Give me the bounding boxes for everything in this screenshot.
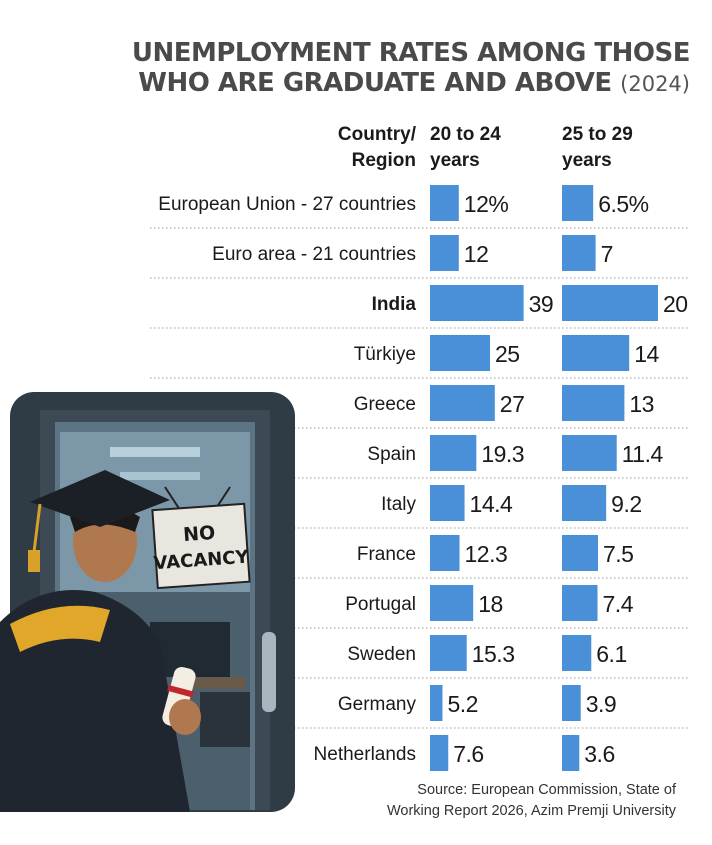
bar-20-24 [430,485,465,521]
bar-20-24 [430,185,459,221]
value-20-24: 12 [464,241,489,267]
bar-25-29 [562,735,580,771]
bar-20-24 [430,435,477,471]
country-label: Greece [354,394,416,415]
header-country-line-1: Country/ [337,124,416,145]
bar-25-29 [562,485,607,521]
source-line-2: Working Report 2026, Azim Premji Univers… [386,803,676,819]
title-line-2-text: WHO ARE GRADUATE AND ABOVE [138,68,612,98]
value-25-29: 6.5% [598,191,648,217]
value-25-29: 13 [629,391,654,417]
bar-25-29 [562,385,625,421]
value-20-24: 39 [529,291,554,317]
value-25-29: 7.4 [603,591,634,617]
bar-25-29 [562,685,581,721]
source-line-1: Source: European Commission, State of [417,782,676,798]
title-line-2: WHO ARE GRADUATE AND ABOVE (2024) [132,68,690,99]
bar-25-29 [562,235,596,271]
header-country: Country/ Region [338,122,416,174]
country-label: France [357,544,416,565]
bar-20-24 [430,335,490,371]
value-25-29: 3.9 [586,691,616,717]
value-20-24: 15.3 [472,641,515,667]
header-col1-line-2: years [430,150,480,171]
source-note: Source: European Commission, State of Wo… [387,780,676,822]
bar-20-24 [430,735,449,771]
bar-25-29 [562,585,598,621]
chart-title: UNEMPLOYMENT RATES AMONG THOSE WHO ARE G… [131,38,691,99]
value-25-29: 6.1 [596,641,626,667]
bar-20-24 [430,235,459,271]
graduate-illustration: NO VACANCY [0,392,295,812]
country-label: Netherlands [314,744,416,765]
value-25-29: 7.5 [603,541,633,567]
country-label: European Union - 27 countries [158,194,416,215]
value-20-24: 19.3 [481,441,524,467]
bar-25-29 [562,635,592,671]
bar-25-29 [562,535,598,571]
value-25-29: 7 [601,241,613,267]
header-col1-line-1: 20 to 24 [430,124,501,145]
bar-20-24 [430,585,474,621]
title-year: (2024) [620,72,690,96]
country-label: Euro area - 21 countries [212,244,416,265]
bar-25-29 [562,435,617,471]
country-label: Spain [367,444,416,465]
bar-25-29 [562,185,594,221]
value-25-29: 9.2 [611,491,641,517]
country-label: Türkiye [354,344,416,365]
country-label: Sweden [347,644,416,665]
bar-20-24 [430,535,460,571]
country-label: Portugal [345,594,416,615]
title-line-1: UNEMPLOYMENT RATES AMONG THOSE [131,38,691,68]
value-20-24: 14.4 [470,491,513,517]
header-col-25-29: 25 to 29 years [562,122,633,174]
header-country-line-2: Region [351,150,416,171]
bar-20-24 [430,385,495,421]
value-25-29: 20 [663,291,688,317]
header-col2-line-2: years [562,150,612,171]
value-25-29: 14 [634,341,659,367]
country-label: Germany [338,694,417,715]
value-20-24: 18 [478,591,503,617]
bar-20-24 [430,285,524,321]
header-col2-line-1: 25 to 29 [562,124,633,145]
value-20-24: 12% [464,191,509,217]
value-20-24: 25 [495,341,520,367]
value-20-24: 5.2 [447,691,477,717]
value-25-29: 3.6 [584,741,614,767]
value-20-24: 7.6 [453,741,483,767]
country-label: India [372,294,417,315]
value-20-24: 27 [500,391,525,417]
value-25-29: 11.4 [622,441,664,467]
sign-line-1: NO [182,522,216,546]
bar-25-29 [562,335,630,371]
bar-25-29 [562,285,658,321]
country-label: Italy [381,494,416,515]
bar-20-24 [430,685,443,721]
header-col-20-24: 20 to 24 years [430,122,501,174]
bar-20-24 [430,635,467,671]
value-20-24: 12.3 [465,541,508,567]
